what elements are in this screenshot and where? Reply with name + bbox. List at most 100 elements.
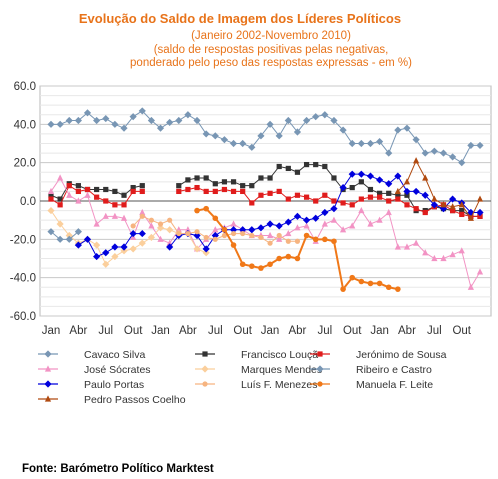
legend-label: Marques Mendes	[241, 364, 322, 376]
data-point	[194, 229, 200, 235]
legend-item: José Sócrates	[38, 364, 151, 376]
data-point	[258, 175, 264, 181]
data-point	[240, 230, 246, 237]
data-point	[375, 137, 384, 146]
data-point	[240, 188, 246, 195]
data-point	[56, 220, 64, 228]
data-point	[303, 222, 310, 229]
data-point	[331, 238, 337, 245]
data-point	[93, 241, 101, 249]
data-point	[93, 252, 101, 261]
data-point	[212, 188, 218, 195]
data-point	[157, 235, 164, 242]
data-point	[366, 139, 375, 148]
data-point	[386, 190, 392, 196]
data-point	[44, 380, 52, 388]
data-point	[476, 208, 484, 217]
data-point	[239, 226, 247, 234]
series-ribeiro-e-castro	[47, 228, 82, 243]
data-point	[167, 217, 173, 223]
data-point	[322, 163, 328, 170]
data-point	[166, 118, 174, 127]
data-point	[175, 116, 183, 125]
data-point	[349, 202, 355, 208]
data-point	[385, 180, 393, 188]
data-point	[285, 238, 291, 244]
data-point	[102, 249, 110, 257]
data-point	[413, 239, 420, 246]
data-point	[348, 170, 356, 178]
data-point	[47, 120, 55, 128]
data-point	[394, 126, 402, 134]
data-point	[193, 116, 201, 125]
data-point	[267, 261, 273, 268]
data-point	[93, 220, 100, 227]
data-point	[403, 178, 411, 185]
data-point	[385, 284, 392, 291]
data-point	[357, 139, 365, 148]
data-point	[120, 214, 128, 221]
data-point	[312, 214, 320, 222]
data-point	[285, 229, 292, 237]
y-tick-label: 20.0	[14, 158, 36, 170]
data-point	[240, 183, 246, 189]
data-point	[266, 120, 274, 128]
data-point	[203, 234, 209, 241]
data-point	[111, 243, 119, 251]
data-point	[358, 196, 364, 202]
data-point	[348, 139, 356, 148]
data-point	[248, 143, 256, 151]
x-tick-label: Abr	[69, 325, 87, 337]
data-point	[230, 179, 237, 185]
data-point	[74, 241, 82, 249]
data-point	[276, 235, 283, 242]
x-tick-label: Abr	[398, 325, 416, 337]
data-point	[258, 192, 264, 198]
data-point	[321, 111, 329, 119]
data-point	[317, 351, 323, 357]
data-point	[258, 265, 264, 271]
data-point	[211, 132, 219, 140]
data-point	[120, 124, 128, 132]
data-point	[202, 351, 208, 357]
data-point	[321, 208, 329, 217]
data-point	[375, 176, 384, 184]
data-point	[449, 153, 457, 161]
data-point	[275, 132, 283, 140]
data-point	[386, 198, 392, 204]
legend-item: Luís F. Menezes	[195, 379, 317, 391]
legend-label: Cavaco Silva	[84, 349, 145, 361]
data-point	[431, 195, 438, 202]
data-point	[102, 212, 109, 219]
data-point	[330, 205, 338, 213]
data-point	[467, 283, 474, 290]
data-point	[156, 224, 165, 232]
chart-subtitle-line-1: (Janeiro 2002-Novembro 2010)	[191, 30, 351, 42]
data-point	[276, 232, 282, 239]
data-point	[139, 183, 145, 189]
data-point	[147, 233, 156, 242]
data-point	[266, 231, 274, 239]
data-point	[47, 228, 55, 236]
data-point	[57, 174, 64, 181]
data-point	[340, 286, 346, 292]
data-point	[476, 141, 484, 150]
data-point	[138, 229, 146, 238]
data-point	[166, 243, 174, 251]
data-point	[449, 203, 456, 210]
series-layer	[47, 107, 484, 292]
data-point	[84, 191, 91, 198]
data-point	[184, 226, 192, 233]
data-point	[431, 254, 438, 262]
data-point	[83, 235, 92, 243]
data-point	[121, 202, 127, 208]
data-point	[467, 208, 475, 217]
data-point	[294, 192, 301, 198]
y-tick-label: 60.0	[14, 81, 36, 93]
data-point	[138, 239, 146, 247]
data-point	[176, 230, 182, 237]
data-point	[275, 222, 283, 230]
data-point	[202, 130, 210, 138]
data-point	[203, 175, 209, 181]
legend-label: Ribeiro e Castro	[356, 364, 432, 376]
